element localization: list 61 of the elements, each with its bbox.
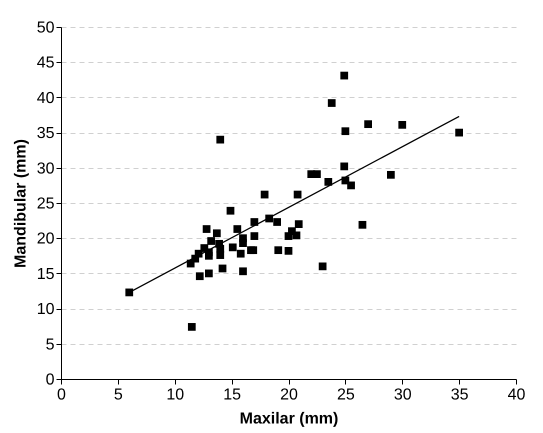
point [226, 206, 234, 215]
point [347, 182, 355, 190]
x-axis-title: Maxilar (mm) [240, 410, 338, 428]
point [218, 264, 226, 272]
x-tick-label: 15 [223, 386, 242, 404]
point [249, 246, 258, 254]
point [328, 99, 336, 107]
point [358, 220, 366, 229]
point [398, 120, 406, 129]
y-tick-label: 40 [36, 90, 55, 107]
y-tick-label: 5 [46, 336, 55, 354]
point [125, 288, 134, 296]
x-tick-label: 10 [166, 386, 184, 404]
point [274, 246, 282, 254]
y-tick-label: 45 [36, 54, 55, 72]
x-tick-label: 0 [57, 386, 66, 404]
point [228, 243, 237, 252]
point [455, 128, 463, 136]
y-axis-title: Mandibular (mm) [12, 139, 30, 268]
point [273, 218, 281, 226]
x-tick-label: 30 [394, 386, 412, 404]
point [207, 237, 216, 245]
point [202, 225, 210, 233]
point [239, 267, 247, 276]
point [188, 323, 196, 331]
y-tick-label: 20 [36, 230, 55, 248]
point [205, 252, 213, 260]
y-tick-label: 25 [36, 196, 55, 212]
y-tick-label: 30 [36, 160, 55, 178]
point [294, 190, 302, 198]
point [294, 220, 303, 228]
point [196, 272, 204, 280]
point [212, 229, 221, 238]
x-tick-label: 5 [114, 386, 123, 404]
point [324, 178, 332, 186]
y-tick-label: 35 [36, 125, 55, 142]
y-tick-label: 0 [46, 372, 55, 388]
y-tick-label: 15 [36, 266, 55, 283]
point [318, 262, 326, 270]
point [239, 234, 247, 242]
point [313, 170, 321, 178]
point [284, 247, 292, 255]
point [260, 190, 268, 198]
point [233, 225, 242, 233]
point [216, 136, 224, 144]
point [292, 232, 300, 240]
point [250, 232, 258, 240]
point [236, 250, 245, 258]
x-tick-label: 35 [450, 386, 469, 404]
x-tick-label: 25 [336, 386, 355, 404]
point [205, 270, 213, 278]
point [387, 170, 395, 179]
point [342, 127, 350, 136]
x-tick-label: 40 [508, 386, 526, 404]
point [340, 162, 348, 170]
point [364, 120, 372, 128]
y-tick-label: 10 [36, 301, 55, 318]
x-tick-label: 20 [280, 386, 298, 404]
point [216, 251, 224, 259]
point [340, 72, 348, 80]
y-tick-label: 50 [36, 20, 55, 36]
